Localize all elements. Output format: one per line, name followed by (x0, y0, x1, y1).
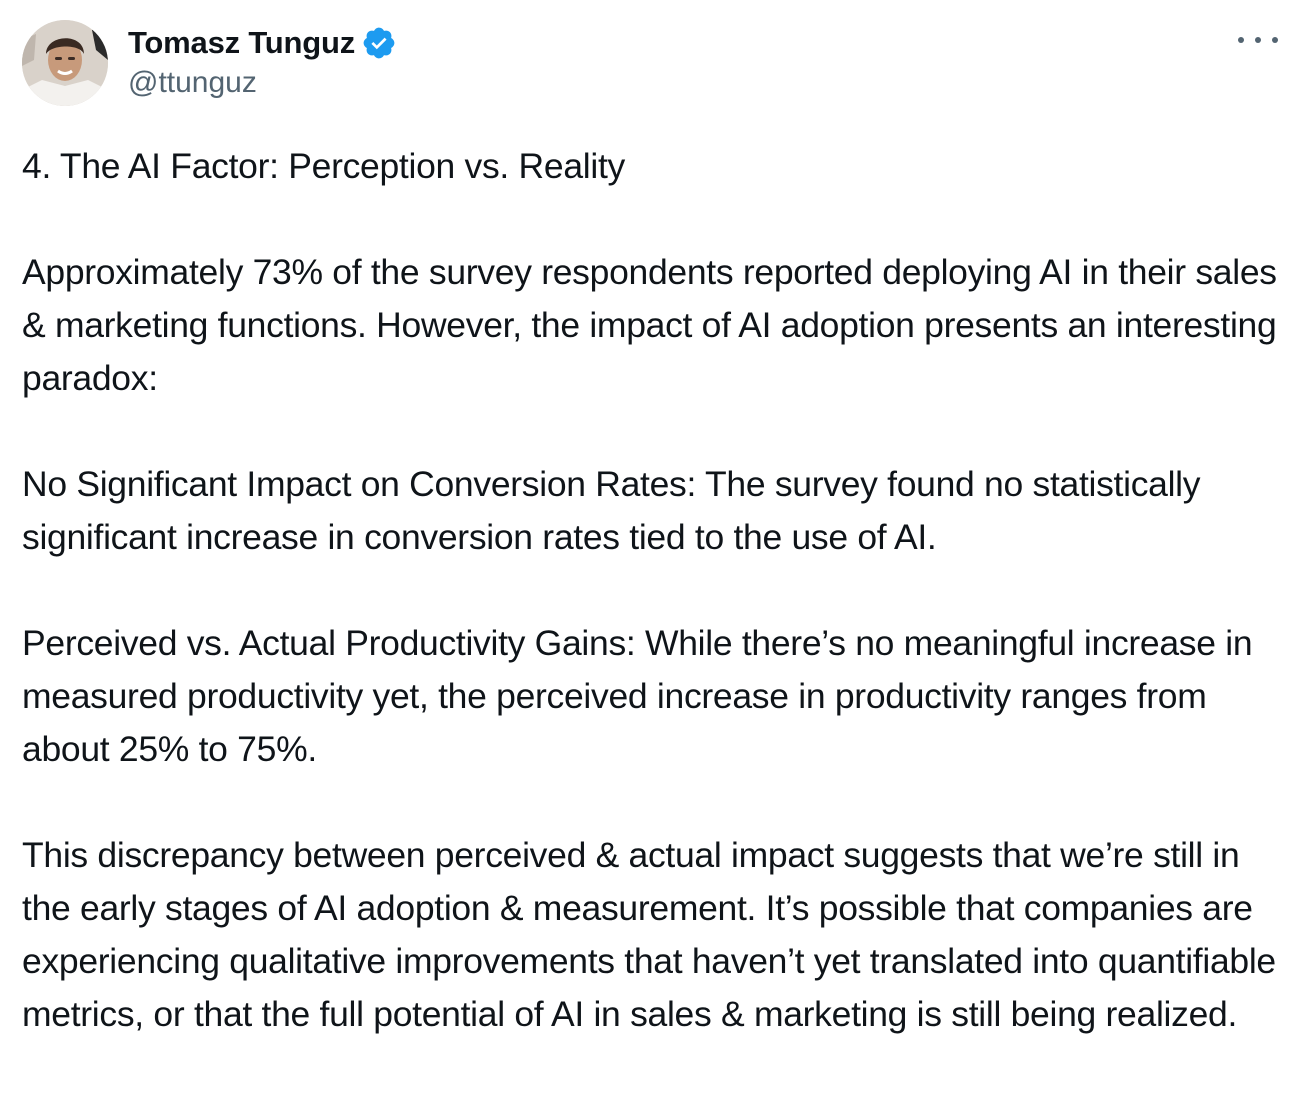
display-name[interactable]: Tomasz Tunguz (128, 25, 356, 60)
avatar-photo-icon (22, 20, 108, 106)
tweet-header: Tomasz Tunguz @ttunguz (22, 20, 1280, 110)
tweet-paragraph: This discrepancy between perceived & act… (22, 835, 1286, 1034)
handle[interactable]: @ttunguz (128, 66, 257, 99)
tweet-paragraph: Perceived vs. Actual Productivity Gains:… (22, 623, 1262, 769)
tweet-paragraph: 4. The AI Factor: Perception vs. Reality (22, 146, 625, 186)
tweet-paragraph: Approximately 73% of the survey responde… (22, 252, 1287, 398)
dot (1272, 37, 1278, 43)
verified-badge-icon[interactable] (361, 25, 397, 61)
author-names: Tomasz Tunguz @ttunguz (128, 22, 397, 100)
dot (1255, 37, 1261, 43)
avatar[interactable] (22, 20, 108, 106)
tweet-paragraph: No Significant Impact on Conversion Rate… (22, 464, 1210, 557)
tweet-text: 4. The AI Factor: Perception vs. Reality… (22, 140, 1284, 1041)
more-options-icon[interactable] (1238, 28, 1278, 52)
display-name-row: Tomasz Tunguz (128, 22, 397, 64)
dot (1238, 37, 1244, 43)
